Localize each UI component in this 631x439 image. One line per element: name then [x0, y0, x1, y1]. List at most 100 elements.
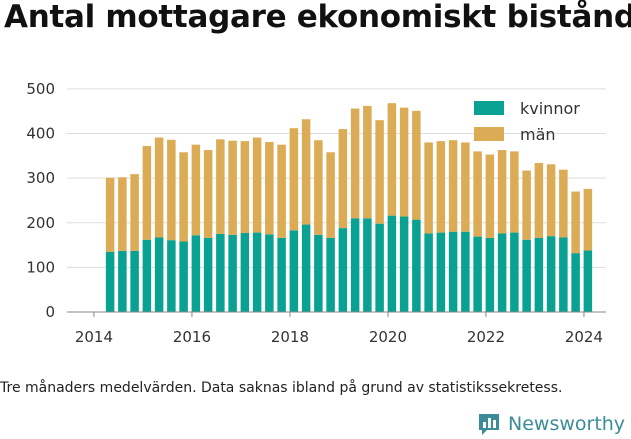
bar-kvinnor: [485, 237, 495, 312]
bar-man: [326, 152, 335, 238]
bar-kvinnor: [191, 235, 201, 312]
bar-kvinnor: [277, 237, 286, 312]
bar-man: [571, 191, 580, 254]
bar-kvinnor: [461, 231, 470, 312]
bar-man: [510, 151, 519, 233]
bar-man: [424, 142, 433, 234]
bar-kvinnor: [289, 230, 299, 312]
bar-kvinnor: [154, 237, 164, 312]
y-tick-label: 0: [45, 303, 55, 321]
bar-man: [203, 150, 213, 238]
bar-kvinnor: [130, 250, 139, 312]
bar-man: [314, 140, 323, 235]
bar-chart-icon: [479, 414, 499, 435]
bar-kvinnor: [510, 232, 519, 312]
bar-kvinnor: [534, 237, 544, 312]
bar-kvinnor: [105, 251, 115, 312]
bar-man: [546, 164, 556, 237]
legend-swatch-man: [474, 127, 504, 141]
bar-man: [522, 170, 531, 240]
bar-kvinnor: [412, 219, 421, 312]
bar-kvinnor: [203, 237, 213, 312]
bar-kvinnor: [497, 233, 507, 312]
bar-kvinnor: [424, 233, 433, 312]
bar-kvinnor: [583, 250, 593, 312]
y-tick-label: 400: [26, 125, 55, 143]
bar-man: [142, 146, 152, 240]
bar-kvinnor: [399, 216, 409, 312]
bar-man: [399, 107, 409, 217]
bar-kvinnor: [240, 233, 250, 312]
bar-man: [240, 141, 250, 234]
bar-kvinnor: [522, 239, 531, 312]
bar-kvinnor: [363, 218, 372, 312]
bar-man: [118, 177, 127, 251]
x-tick-label: 2018: [271, 328, 309, 346]
bar-kvinnor: [118, 250, 127, 312]
bar-man: [583, 188, 593, 251]
legend-swatch-kvinnor: [474, 101, 504, 115]
x-tick-label: 2020: [369, 328, 407, 346]
y-tick-label: 300: [26, 169, 55, 187]
bar-man: [350, 108, 360, 219]
y-tick-label: 500: [26, 80, 55, 98]
brand-logo[interactable]: Newsworthy: [476, 410, 625, 438]
bar-kvinnor: [142, 239, 152, 312]
bar-man: [363, 105, 372, 219]
bar-man: [485, 154, 495, 238]
x-tick-label: 2022: [467, 328, 505, 346]
bar-kvinnor: [314, 234, 323, 312]
bar-man: [534, 162, 544, 238]
bar-kvinnor: [338, 228, 348, 312]
bar-man: [559, 169, 568, 238]
bar-kvinnor: [228, 234, 237, 312]
bar-man: [277, 144, 286, 238]
y-tick-label: 100: [26, 258, 55, 276]
bar-man: [252, 137, 262, 233]
x-tick-label: 2016: [173, 328, 211, 346]
bar-kvinnor: [326, 237, 335, 312]
bar-man: [179, 152, 188, 242]
bar-kvinnor: [571, 253, 580, 312]
bar-kvinnor: [473, 236, 482, 312]
bar-man: [167, 139, 176, 241]
x-tick-label: 2014: [75, 328, 113, 346]
y-tick-label: 200: [26, 214, 55, 232]
bar-man: [461, 142, 470, 232]
bar-man: [265, 142, 274, 235]
bar-kvinnor: [350, 218, 360, 312]
bar-kvinnor: [301, 224, 311, 312]
legend-label-man: män: [520, 125, 556, 144]
bar-man: [473, 151, 482, 237]
brand-name: Newsworthy: [508, 413, 626, 435]
bar-man: [412, 110, 421, 220]
bar-man: [436, 141, 446, 233]
x-tick-label: 2024: [565, 328, 603, 346]
bar-kvinnor: [167, 240, 176, 312]
bar-man: [375, 120, 384, 224]
bar-man: [338, 129, 348, 229]
bar-kvinnor: [216, 233, 225, 312]
bar-man: [289, 128, 299, 231]
bar-man: [497, 150, 507, 234]
bar-man: [130, 174, 139, 251]
bar-kvinnor: [559, 237, 568, 312]
stacked-bar-chart: 2014 2016 2018 2020 2022 2024 0 100 200 300 400 50…: [26, 80, 606, 346]
bar-kvinnor: [252, 232, 262, 312]
bar-kvinnor: [546, 236, 556, 312]
y-axis: 0 100 200 300 400 500: [26, 80, 55, 321]
bar-kvinnor: [375, 223, 384, 312]
footnote: Tre månaders medelvärden. Data saknas ib…: [0, 380, 563, 396]
bar-man: [228, 140, 237, 235]
bar-man: [154, 137, 164, 238]
bar-man: [448, 140, 458, 232]
bar-kvinnor: [448, 231, 458, 312]
bar-kvinnor: [265, 234, 274, 312]
bar-man: [216, 139, 225, 234]
chart-title: Antal mottagare ekonomiskt bistånd: [4, 0, 631, 35]
bar-man: [387, 103, 397, 216]
bars: [105, 103, 593, 312]
legend: kvinnor män: [474, 99, 580, 144]
bar-man: [105, 177, 115, 252]
bar-kvinnor: [179, 241, 188, 312]
